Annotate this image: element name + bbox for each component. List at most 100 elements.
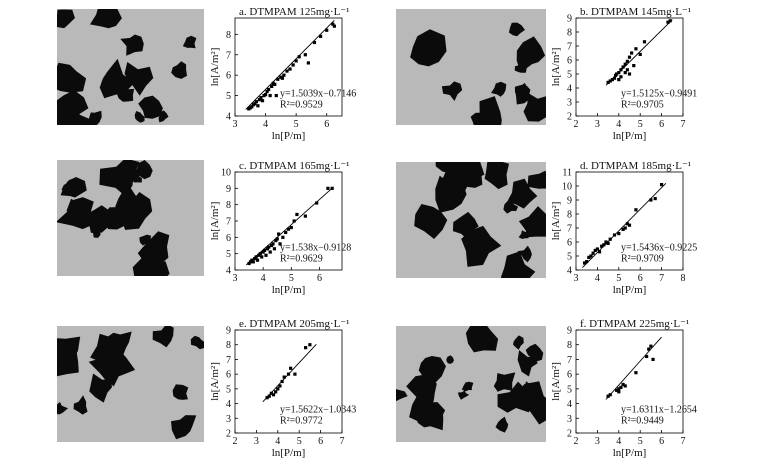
data-point bbox=[597, 250, 602, 254]
y-tick-label: 9 bbox=[226, 184, 231, 195]
r-squared: R²=0.9529 bbox=[280, 99, 323, 110]
data-point bbox=[257, 98, 262, 102]
data-point bbox=[326, 186, 330, 190]
y-tick-label: 6 bbox=[567, 238, 572, 249]
x-tick-label: 3 bbox=[254, 436, 259, 447]
data-point bbox=[627, 223, 632, 227]
data-point bbox=[272, 247, 277, 251]
data-point bbox=[294, 59, 298, 63]
data-point bbox=[289, 225, 293, 230]
x-tick-label: 5 bbox=[294, 119, 299, 130]
data-point bbox=[623, 226, 627, 230]
data-point bbox=[308, 343, 312, 347]
data-point bbox=[267, 87, 271, 92]
y-tick-label: 7 bbox=[567, 224, 572, 235]
data-point bbox=[653, 197, 657, 201]
data-point bbox=[619, 68, 623, 72]
y-tick-label: 6 bbox=[567, 370, 572, 381]
data-point bbox=[282, 73, 286, 77]
data-point bbox=[256, 104, 260, 108]
data-point bbox=[297, 55, 301, 59]
y-tick-label: 7 bbox=[226, 355, 231, 366]
y-axis-label: ln[A/m²] bbox=[550, 362, 562, 401]
data-point bbox=[623, 71, 627, 75]
data-point bbox=[632, 64, 636, 68]
y-tick-label: 8 bbox=[567, 28, 572, 39]
data-point bbox=[265, 396, 269, 400]
data-point bbox=[276, 77, 280, 81]
data-point bbox=[250, 105, 254, 109]
data-point bbox=[600, 244, 604, 248]
x-tick-label: 4 bbox=[261, 273, 266, 284]
data-point bbox=[253, 102, 257, 106]
data-point bbox=[251, 260, 255, 264]
x-axis-label: ln[P/m] bbox=[272, 447, 306, 459]
data-point bbox=[270, 243, 274, 248]
data-point bbox=[630, 51, 634, 55]
x-tick-label: 2 bbox=[233, 436, 238, 447]
y-tick-label: 8 bbox=[567, 210, 572, 221]
y-tick-label: 4 bbox=[567, 399, 572, 410]
r-squared: R²=0.9449 bbox=[621, 415, 664, 426]
y-tick-label: 6 bbox=[226, 71, 231, 82]
data-point bbox=[275, 237, 279, 241]
data-point bbox=[617, 390, 621, 394]
data-point bbox=[292, 219, 296, 223]
plot-frame bbox=[575, 17, 684, 117]
data-point bbox=[257, 253, 261, 257]
x-tick-label: 6 bbox=[324, 119, 329, 130]
r-squared: R²=0.9772 bbox=[280, 415, 323, 426]
x-tick-label: 4 bbox=[595, 273, 600, 284]
data-point bbox=[268, 250, 272, 254]
y-axis-label: ln[A/m²] bbox=[550, 202, 562, 241]
x-tick-label: 6 bbox=[317, 273, 322, 284]
data-point bbox=[306, 61, 310, 65]
y-tick-label: 10 bbox=[221, 168, 231, 179]
data-point bbox=[281, 235, 285, 239]
data-point bbox=[291, 63, 295, 67]
y-tick-label: 8 bbox=[226, 340, 231, 351]
data-point bbox=[285, 69, 289, 73]
data-point bbox=[274, 93, 278, 98]
y-tick-label: 2 bbox=[567, 112, 572, 123]
data-point bbox=[623, 384, 627, 388]
data-point bbox=[591, 251, 595, 255]
x-tick-label: 3 bbox=[595, 436, 600, 447]
data-point bbox=[286, 372, 291, 376]
x-tick-label: 5 bbox=[638, 436, 643, 447]
y-tick-label: 4 bbox=[226, 266, 231, 277]
y-tick-label: 3 bbox=[567, 98, 572, 109]
data-point bbox=[634, 371, 638, 375]
data-point bbox=[621, 382, 625, 387]
y-tick-label: 5 bbox=[226, 384, 231, 395]
data-point bbox=[330, 186, 334, 190]
y-tick-label: 7 bbox=[226, 50, 231, 61]
data-point bbox=[608, 79, 612, 83]
plot-frame bbox=[234, 329, 343, 434]
micrograph-a bbox=[57, 9, 204, 125]
y-tick-label: 4 bbox=[567, 266, 572, 277]
data-point bbox=[325, 28, 329, 32]
data-point bbox=[255, 258, 260, 262]
data-point bbox=[267, 394, 271, 398]
data-point bbox=[617, 387, 621, 391]
data-point bbox=[253, 256, 257, 261]
panel-title: b. DTMPAM 145mg·L⁻¹ bbox=[580, 6, 691, 18]
data-point bbox=[332, 24, 336, 28]
x-tick-label: 4 bbox=[275, 436, 280, 447]
data-point bbox=[319, 34, 323, 38]
plot-frame bbox=[575, 329, 684, 434]
data-point bbox=[271, 242, 275, 246]
x-axis-label: ln[P/m] bbox=[272, 130, 306, 142]
x-axis-label: ln[P/m] bbox=[613, 447, 647, 459]
data-point bbox=[606, 241, 610, 245]
fit-equation: y=1.6311x−1.2654 bbox=[621, 404, 697, 415]
data-point bbox=[610, 78, 614, 82]
y-tick-label: 5 bbox=[226, 91, 231, 102]
data-point bbox=[623, 62, 627, 66]
x-tick-label: 5 bbox=[297, 436, 302, 447]
data-point bbox=[269, 391, 273, 395]
data-point bbox=[638, 52, 642, 56]
x-tick-label: 4 bbox=[616, 436, 621, 447]
